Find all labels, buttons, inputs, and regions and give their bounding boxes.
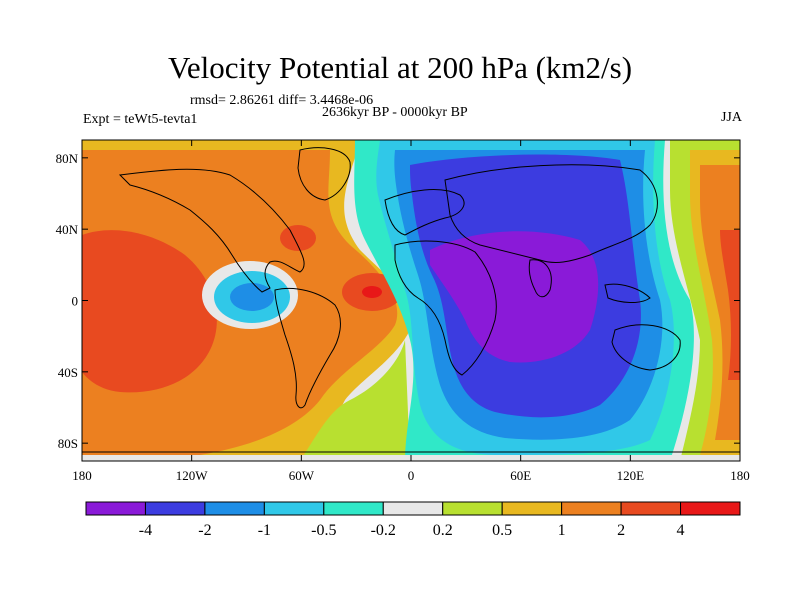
y-tick-label: 80S [58,436,78,451]
coastline [384,189,465,236]
contour-region [280,225,316,251]
coastline [604,283,651,303]
contour-region [362,286,382,298]
coastline [444,164,658,263]
colorbar-label: 4 [677,522,685,539]
coastline [118,168,305,293]
coastline [274,287,341,409]
colorbar-swatch [680,501,741,516]
coastline [528,259,552,298]
stats-line: rmsd= 2.86261 diff= 3.4468e-06 [190,93,374,108]
contour-region [430,231,599,363]
plot-title: Velocity Potential at 200 hPa (km2/s) [167,50,633,85]
y-tick-label: 40N [56,222,79,237]
x-tick-label: 180 [730,468,750,483]
period-label: 2636kyr BP - 0000kyr BP [322,105,468,120]
y-tick-label: 80N [56,151,79,166]
colorbar-swatch [382,501,444,516]
experiment-label: Expt = teWt5-tevta1 [83,112,198,127]
velocity-potential-field [82,140,740,461]
season-label: JJA [720,110,742,125]
colorbar-swatch [323,501,384,516]
colorbar-label: 0.5 [492,522,512,539]
colorbar-label: -1 [258,522,271,539]
axis-ticks: 180 120W 60W 0 60E 120E 180 80N 40N 0 40S 80S [56,140,750,483]
colorbar-swatch [85,501,146,516]
contour-region [230,283,274,311]
colorbar-label: -0.2 [371,522,396,539]
colorbar-swatch [620,501,682,516]
colorbar-swatch [263,501,325,516]
coastline [297,147,351,201]
y-tick-label: 40S [58,365,78,380]
colorbar-swatch [442,501,503,516]
colorbar-label: 1 [558,522,566,539]
x-tick-label: 0 [408,468,415,483]
coastline [611,324,681,371]
x-tick-label: 120W [176,468,209,483]
contour-region [82,230,217,393]
colorbar-label: 2 [617,522,625,539]
contour-region [720,230,740,380]
x-tick-label: 180 [72,468,92,483]
colorbar: -4 -2 -1 -0.5 -0.2 0.2 0.5 1 2 4 [85,501,741,539]
colorbar-label: 0.2 [433,522,453,539]
coastlines [82,147,740,453]
colorbar-swatch [561,501,622,516]
colorbar-label: -4 [139,522,152,539]
x-tick-label: 120E [617,468,645,483]
colorbar-label: -0.5 [311,522,336,539]
colorbar-label: -2 [198,522,211,539]
colorbar-swatch [144,501,206,516]
colorbar-swatch [204,501,265,516]
coastline [394,240,497,376]
y-tick-label: 0 [72,294,79,309]
colorbar-swatch [501,501,563,516]
x-tick-label: 60W [289,468,315,483]
x-tick-label: 60E [510,468,531,483]
contour-region [300,340,410,461]
